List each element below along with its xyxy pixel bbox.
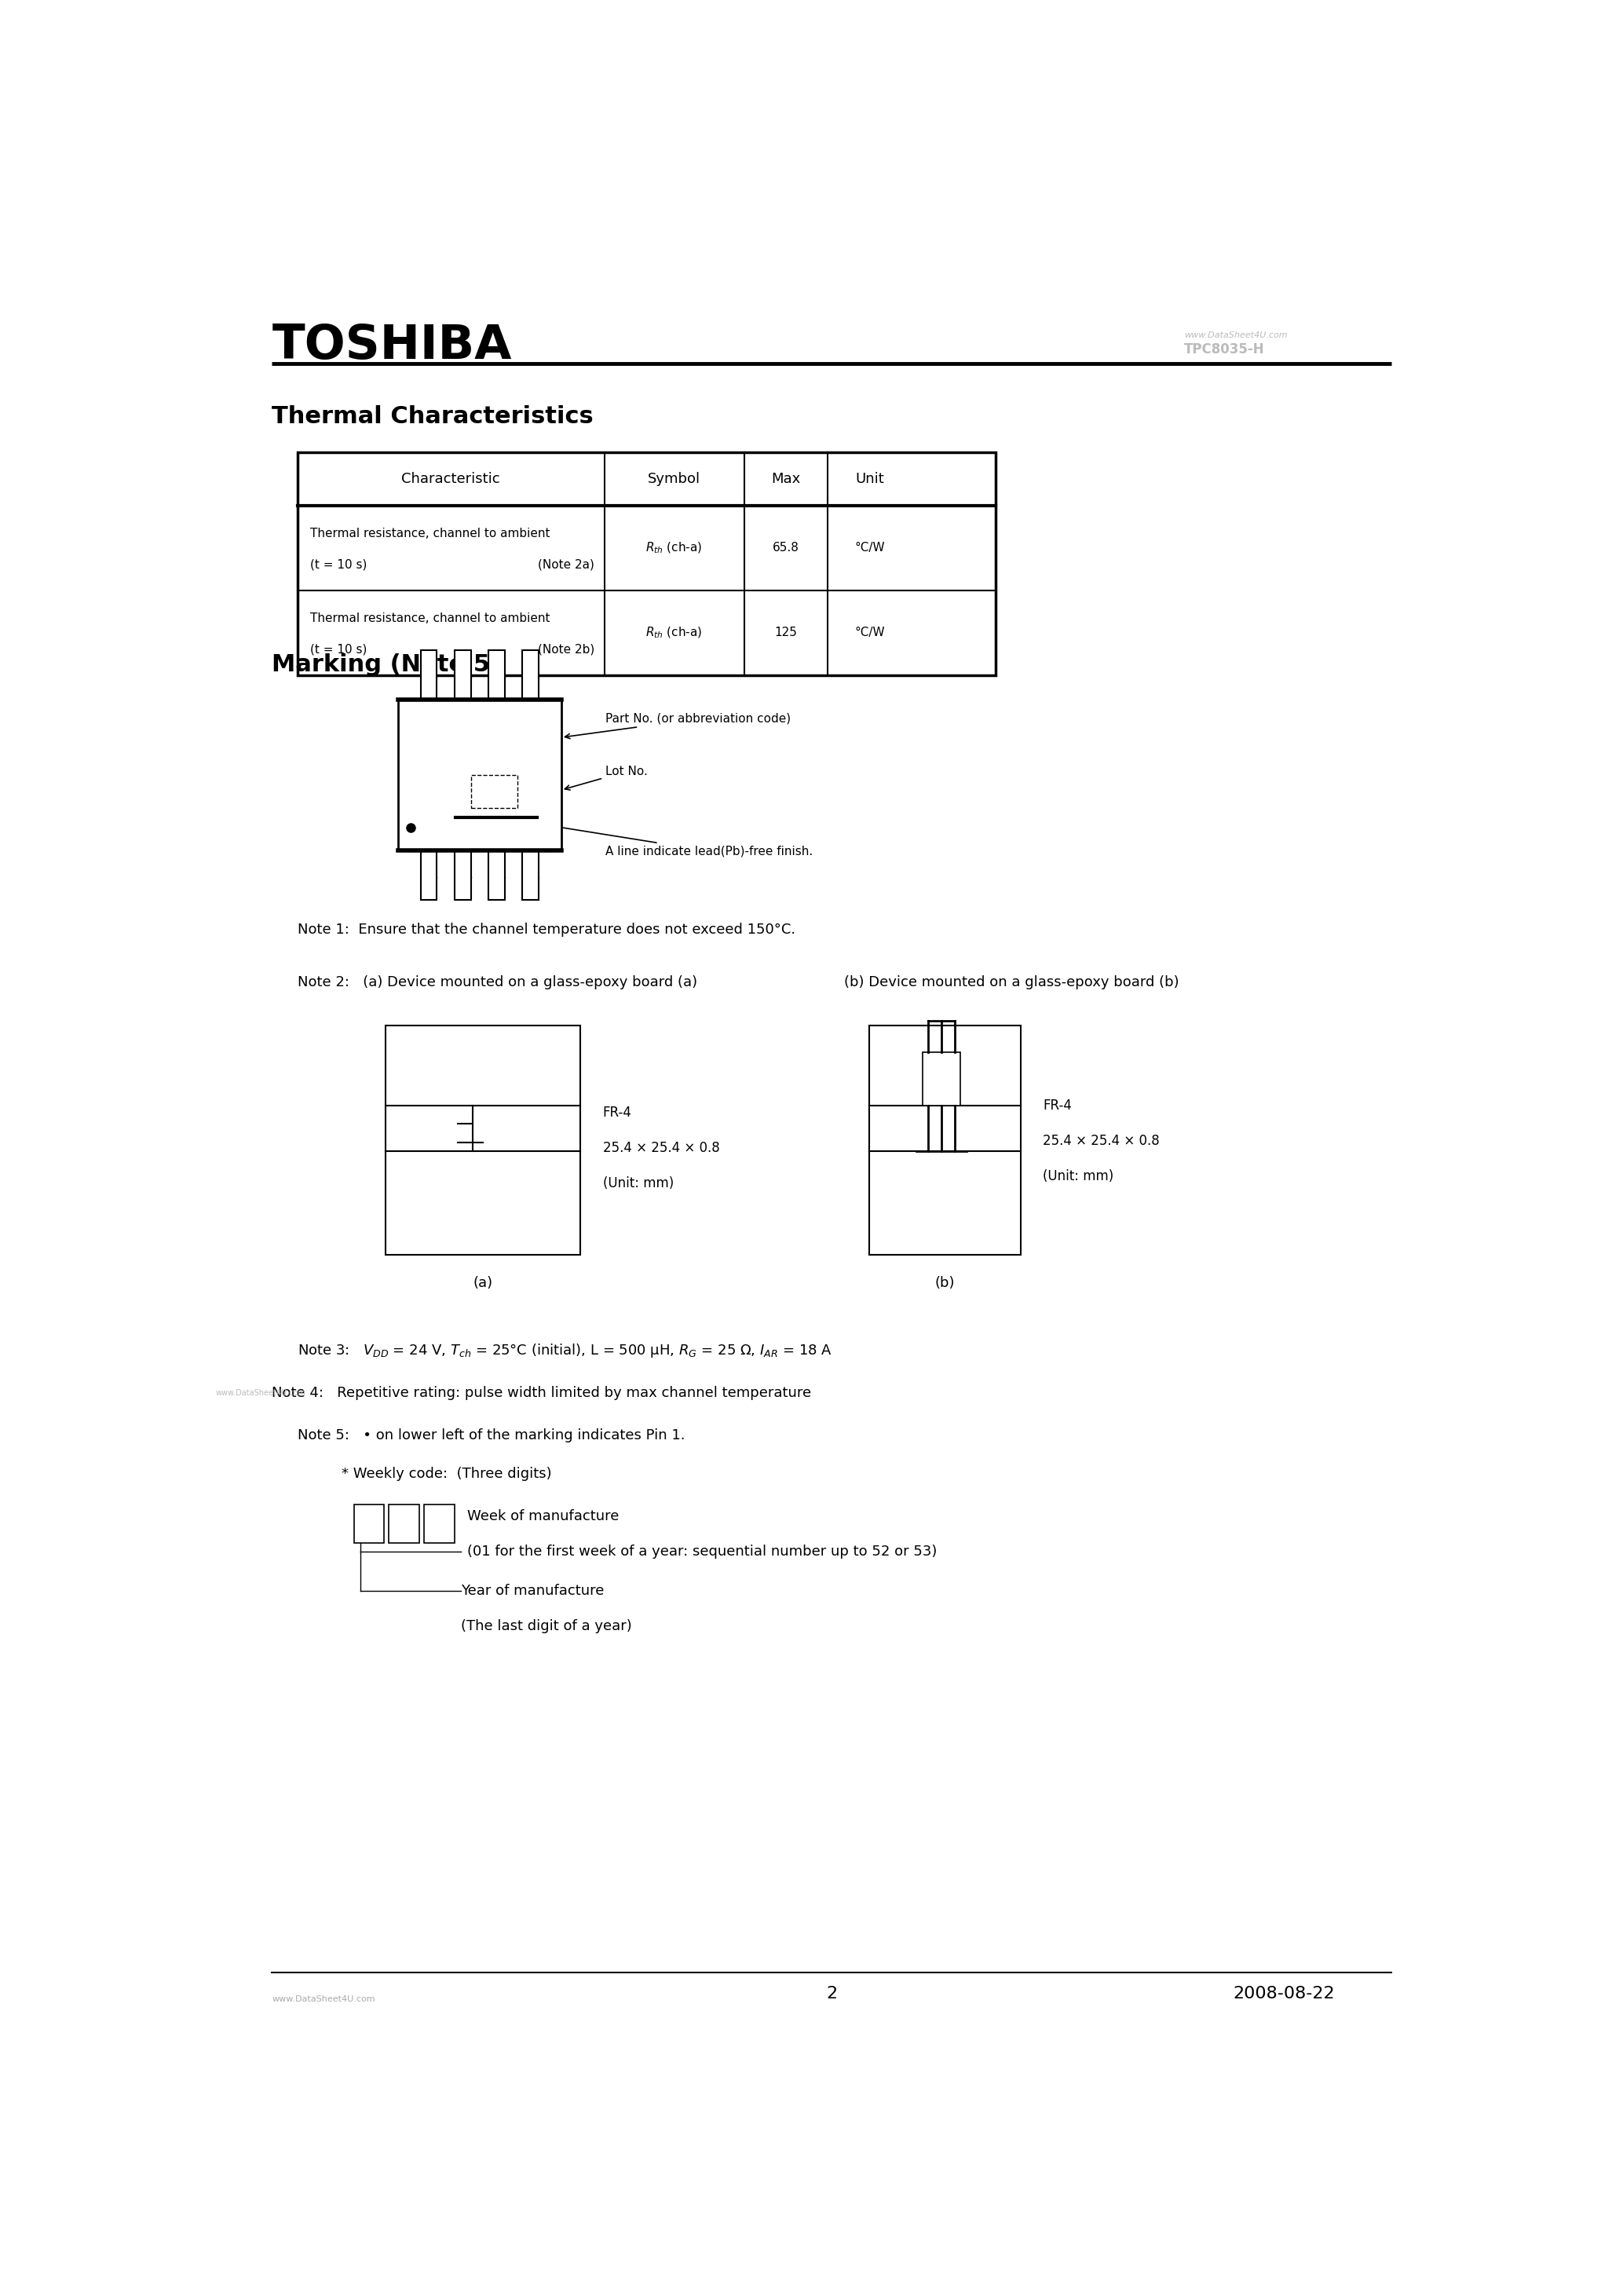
Bar (385, 1024, 581, 1256)
Text: Week of manufacture: Week of manufacture (467, 1508, 618, 1525)
Text: (01 for the first week of a year: sequential number up to 52 or 53): (01 for the first week of a year: sequen… (467, 1545, 936, 1559)
Bar (489, 850, 505, 900)
Text: Thermal Characteristics: Thermal Characteristics (273, 406, 594, 429)
Text: TOSHIBA: TOSHIBA (273, 324, 511, 370)
Text: Unit: Unit (855, 471, 885, 487)
Bar (398, 700, 562, 850)
Bar (454, 650, 471, 700)
Text: Note 2:   (a) Device mounted on a glass-epoxy board (a): Note 2: (a) Device mounted on a glass-ep… (297, 976, 696, 990)
Text: (a): (a) (472, 1277, 493, 1290)
Text: A line indicate lead(Pb)-free finish.: A line indicate lead(Pb)-free finish. (500, 815, 813, 856)
Text: Thermal resistance, channel to ambient: Thermal resistance, channel to ambient (310, 613, 550, 625)
Text: (Note 2a): (Note 2a) (537, 558, 594, 572)
Bar (489, 650, 505, 700)
Text: FR-4: FR-4 (1044, 1097, 1073, 1114)
Text: 125: 125 (774, 627, 797, 638)
Text: (t = 10 s): (t = 10 s) (310, 643, 367, 654)
Bar (420, 650, 437, 700)
Text: Lot No.: Lot No. (565, 765, 648, 790)
Text: °C/W: °C/W (854, 542, 885, 553)
Text: Part No. (or abbreviation code): Part No. (or abbreviation code) (565, 714, 790, 739)
Bar (297, 452, 995, 675)
Text: $R_{th}$ (ch-a): $R_{th}$ (ch-a) (646, 540, 703, 556)
Text: $R_{th}$ (ch-a): $R_{th}$ (ch-a) (646, 625, 703, 641)
Text: Marking (Note 5): Marking (Note 5) (273, 652, 502, 675)
Text: H: H (411, 781, 419, 792)
Text: °C/W: °C/W (854, 627, 885, 638)
Text: 25.4 × 25.4 × 0.8: 25.4 × 25.4 × 0.8 (1044, 1134, 1160, 1148)
Text: (Unit: mm): (Unit: mm) (602, 1176, 674, 1189)
Text: * Weekly code:  (Three digits): * Weekly code: (Three digits) (341, 1467, 552, 1481)
Text: Note 4:   Repetitive rating: pulse width limited by max channel temperature: Note 4: Repetitive rating: pulse width l… (273, 1387, 812, 1401)
Text: 25.4 × 25.4 × 0.8: 25.4 × 25.4 × 0.8 (602, 1141, 719, 1155)
Text: TPC8035: TPC8035 (411, 737, 464, 748)
Text: Note 1:  Ensure that the channel temperature does not exceed 150°C.: Note 1: Ensure that the channel temperat… (297, 923, 795, 937)
Text: Year of manufacture: Year of manufacture (461, 1584, 604, 1598)
Bar (523, 650, 539, 700)
Text: FR-4: FR-4 (602, 1104, 631, 1120)
Bar (523, 850, 539, 900)
Bar (454, 850, 471, 900)
Text: Note 3:   $V_{DD}$ = 24 V, $T_{ch}$ = 25°C (initial), L = 500 μH, $R_G$ = 25 Ω, : Note 3: $V_{DD}$ = 24 V, $T_{ch}$ = 25°C… (297, 1341, 833, 1359)
Text: 2008-08-22: 2008-08-22 (1233, 1986, 1334, 2002)
Text: (b): (b) (935, 1277, 954, 1290)
Bar (390, 1504, 419, 1543)
Bar (870, 1024, 1021, 1256)
Text: Note 5:   • on lower left of the marking indicates Pin 1.: Note 5: • on lower left of the marking i… (297, 1428, 685, 1442)
Text: TPC8035-H: TPC8035-H (1185, 342, 1264, 356)
Text: Max: Max (771, 471, 800, 487)
Text: Symbol: Symbol (648, 471, 701, 487)
Bar (354, 1504, 385, 1543)
Text: Characteristic: Characteristic (401, 471, 500, 487)
Text: www.DataSheet4U.com: www.DataSheet4U.com (216, 1389, 305, 1396)
Bar (471, 776, 518, 808)
Text: 65.8: 65.8 (773, 542, 799, 553)
Bar (922, 1052, 961, 1107)
Text: (t = 10 s): (t = 10 s) (310, 558, 367, 572)
Bar (420, 850, 437, 900)
Bar (424, 1504, 454, 1543)
Text: (The last digit of a year): (The last digit of a year) (461, 1619, 631, 1632)
Text: (b) Device mounted on a glass-epoxy board (b): (b) Device mounted on a glass-epoxy boar… (844, 976, 1180, 990)
Text: www.DataSheet4U.com: www.DataSheet4U.com (273, 1995, 375, 2002)
Text: Thermal resistance, channel to ambient: Thermal resistance, channel to ambient (310, 528, 550, 540)
Text: 2: 2 (826, 1986, 837, 2002)
Text: (Note 2b): (Note 2b) (537, 643, 594, 654)
Text: www.DataSheet4U.com: www.DataSheet4U.com (1185, 331, 1287, 340)
Text: (Unit: mm): (Unit: mm) (1044, 1169, 1113, 1182)
